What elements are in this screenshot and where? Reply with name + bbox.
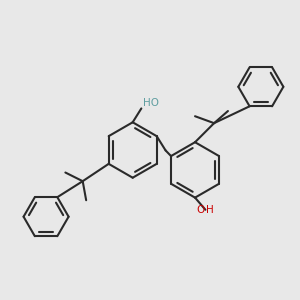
Text: H: H: [206, 205, 214, 215]
Text: HO: HO: [143, 98, 159, 108]
Text: O: O: [196, 205, 205, 215]
